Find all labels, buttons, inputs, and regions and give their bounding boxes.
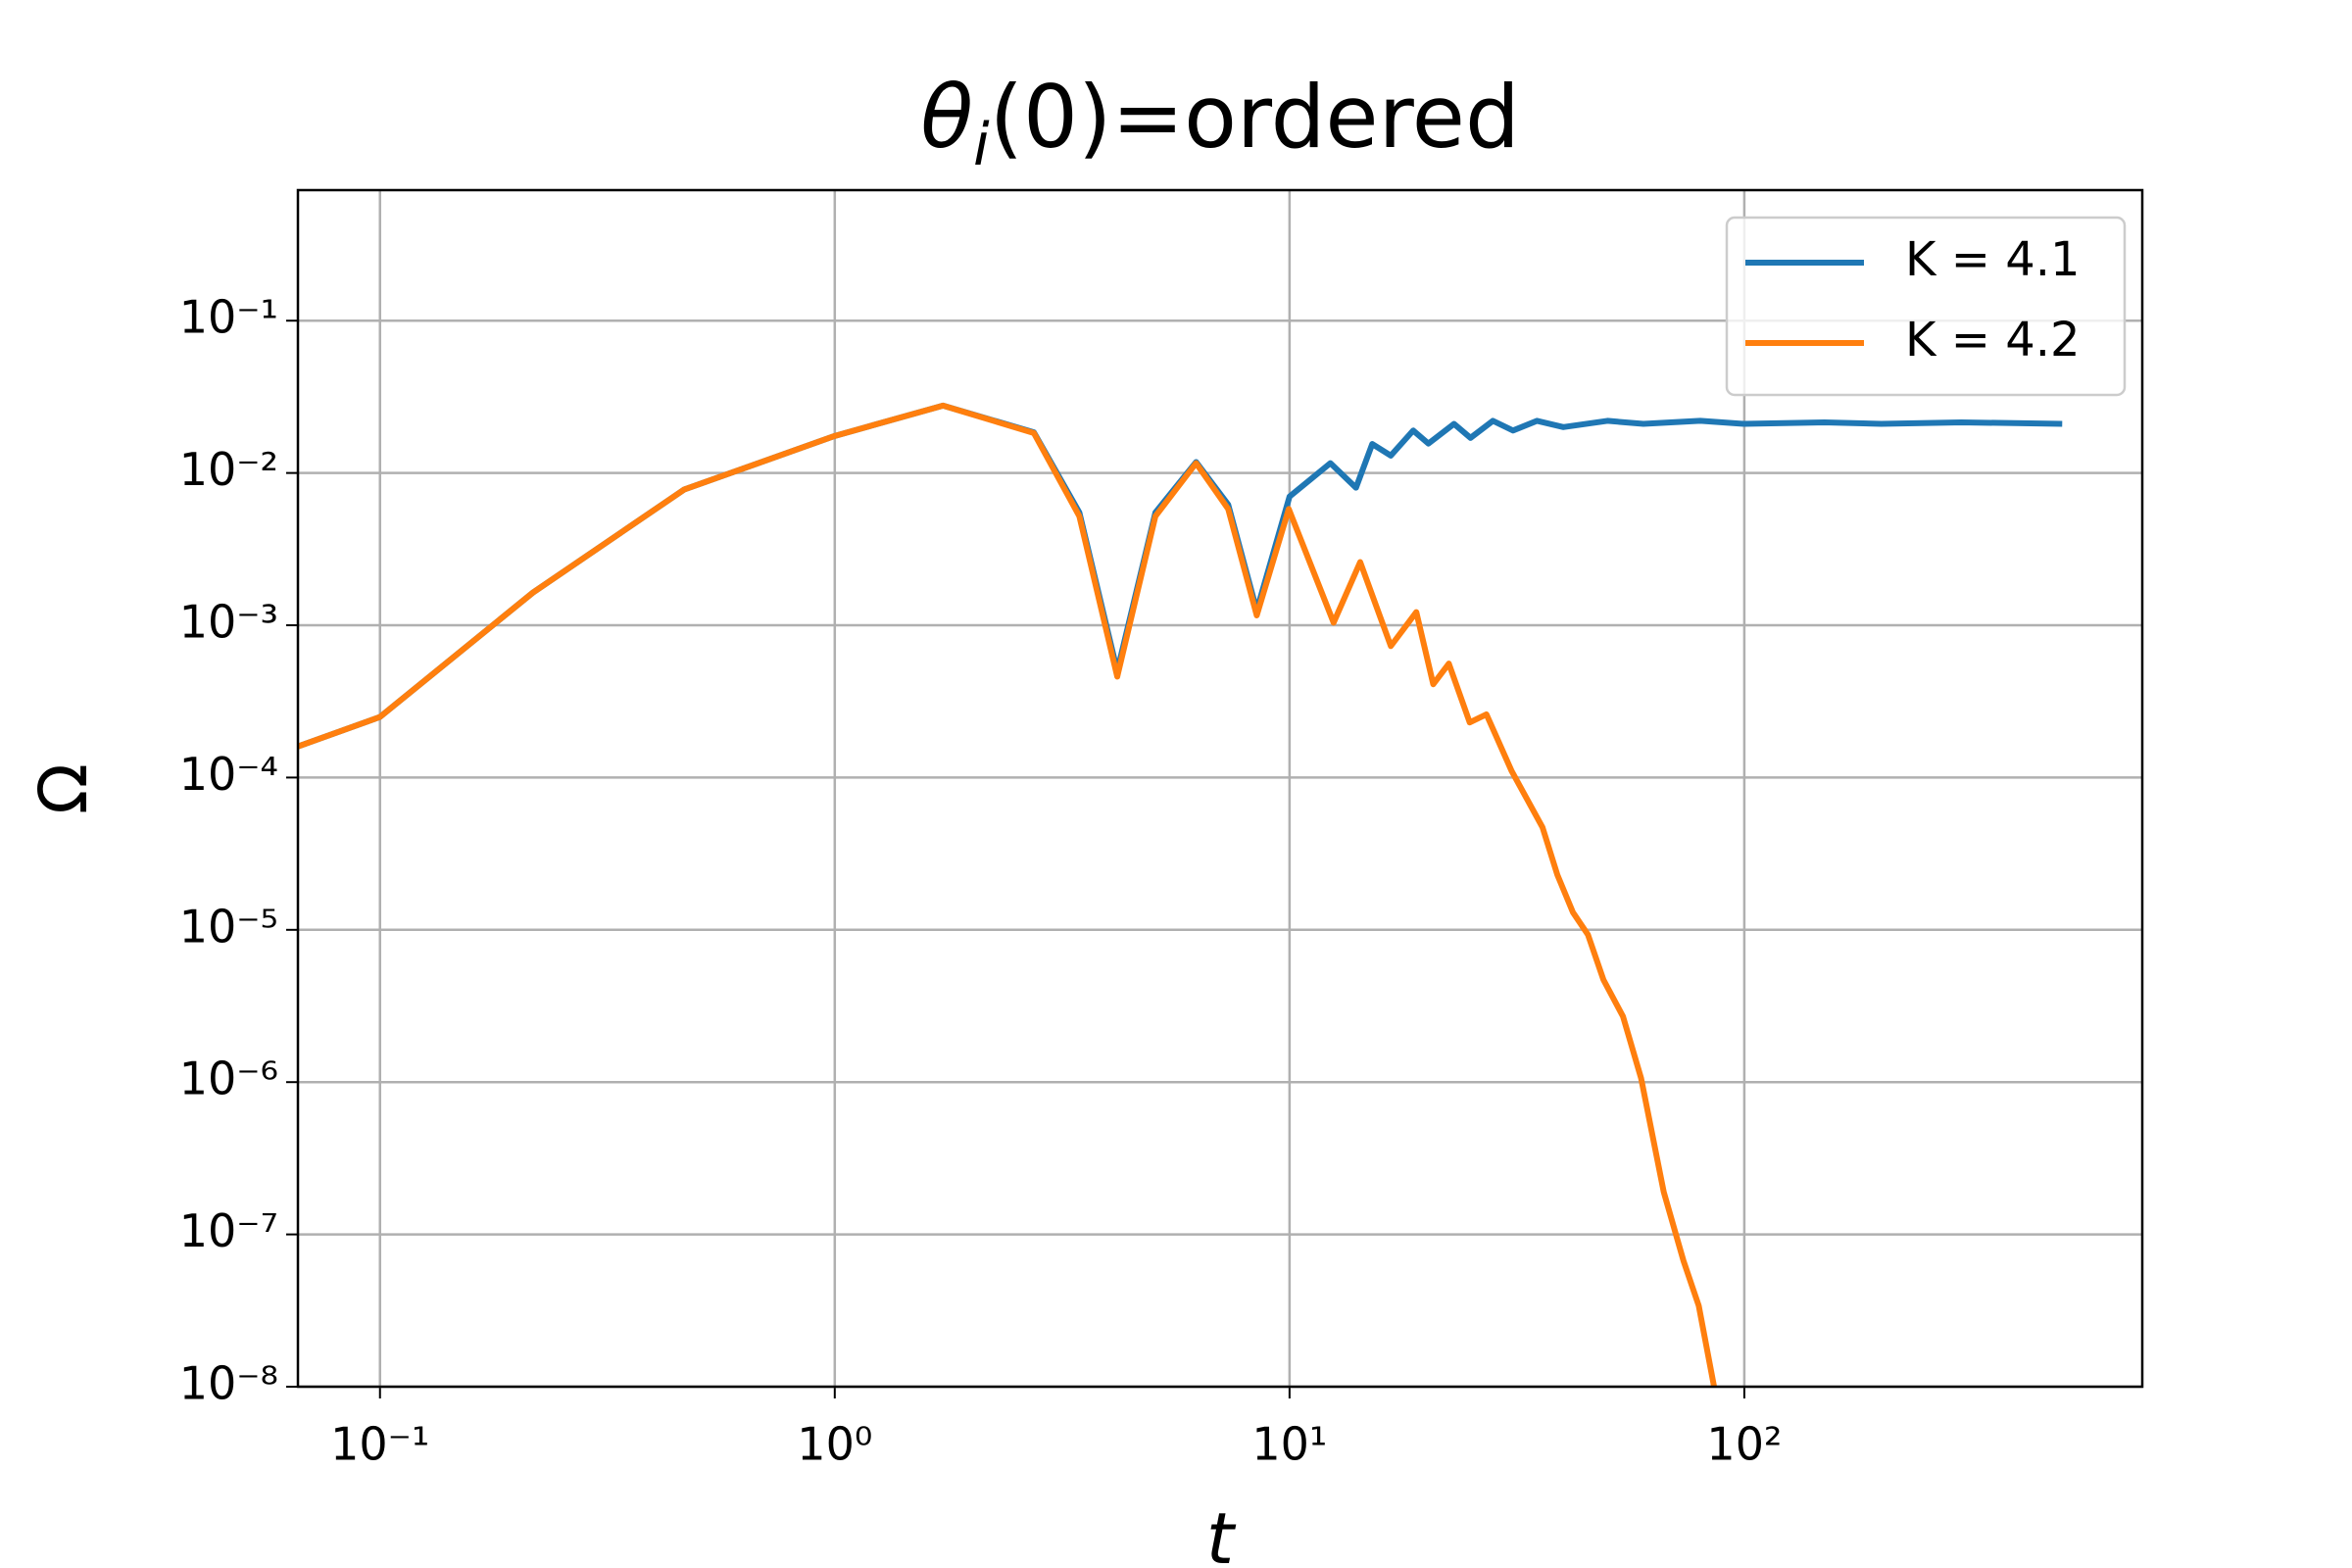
y-tick-label: 10⁻⁵ <box>179 900 278 953</box>
y-tick-label: 10⁻² <box>179 443 278 496</box>
x-tick-label: 10¹ <box>1251 1418 1327 1471</box>
x-tick-label: 10⁻¹ <box>330 1418 429 1471</box>
y-tick-label: 10⁻¹ <box>179 291 278 344</box>
y-tick-label: 10⁻⁴ <box>179 748 278 801</box>
y-tick-label: 10⁻³ <box>179 596 278 649</box>
y-axis-label: Ω <box>25 763 103 814</box>
plot-lines <box>298 402 2063 1387</box>
x-axis-label: t <box>1206 1497 1237 1568</box>
legend-label: K = 4.1 <box>1905 232 2081 287</box>
x-tick-label: 10² <box>1706 1418 1782 1471</box>
data-line <box>298 402 1718 1387</box>
chart-title: θi(0)=ordered <box>920 67 1520 179</box>
y-tick-label: 10⁻⁷ <box>179 1204 278 1257</box>
y-tick-label: 10⁻⁸ <box>179 1357 278 1410</box>
legend-label: K = 4.2 <box>1905 313 2081 368</box>
plot-frame <box>296 188 2144 1389</box>
x-tick-label: 10⁰ <box>797 1418 872 1471</box>
title-symbol: θ <box>920 67 973 168</box>
title-text: (0)=ordered <box>990 67 1520 168</box>
title-subscript: i <box>973 111 990 179</box>
y-tick-label: 10⁻⁶ <box>179 1053 278 1105</box>
